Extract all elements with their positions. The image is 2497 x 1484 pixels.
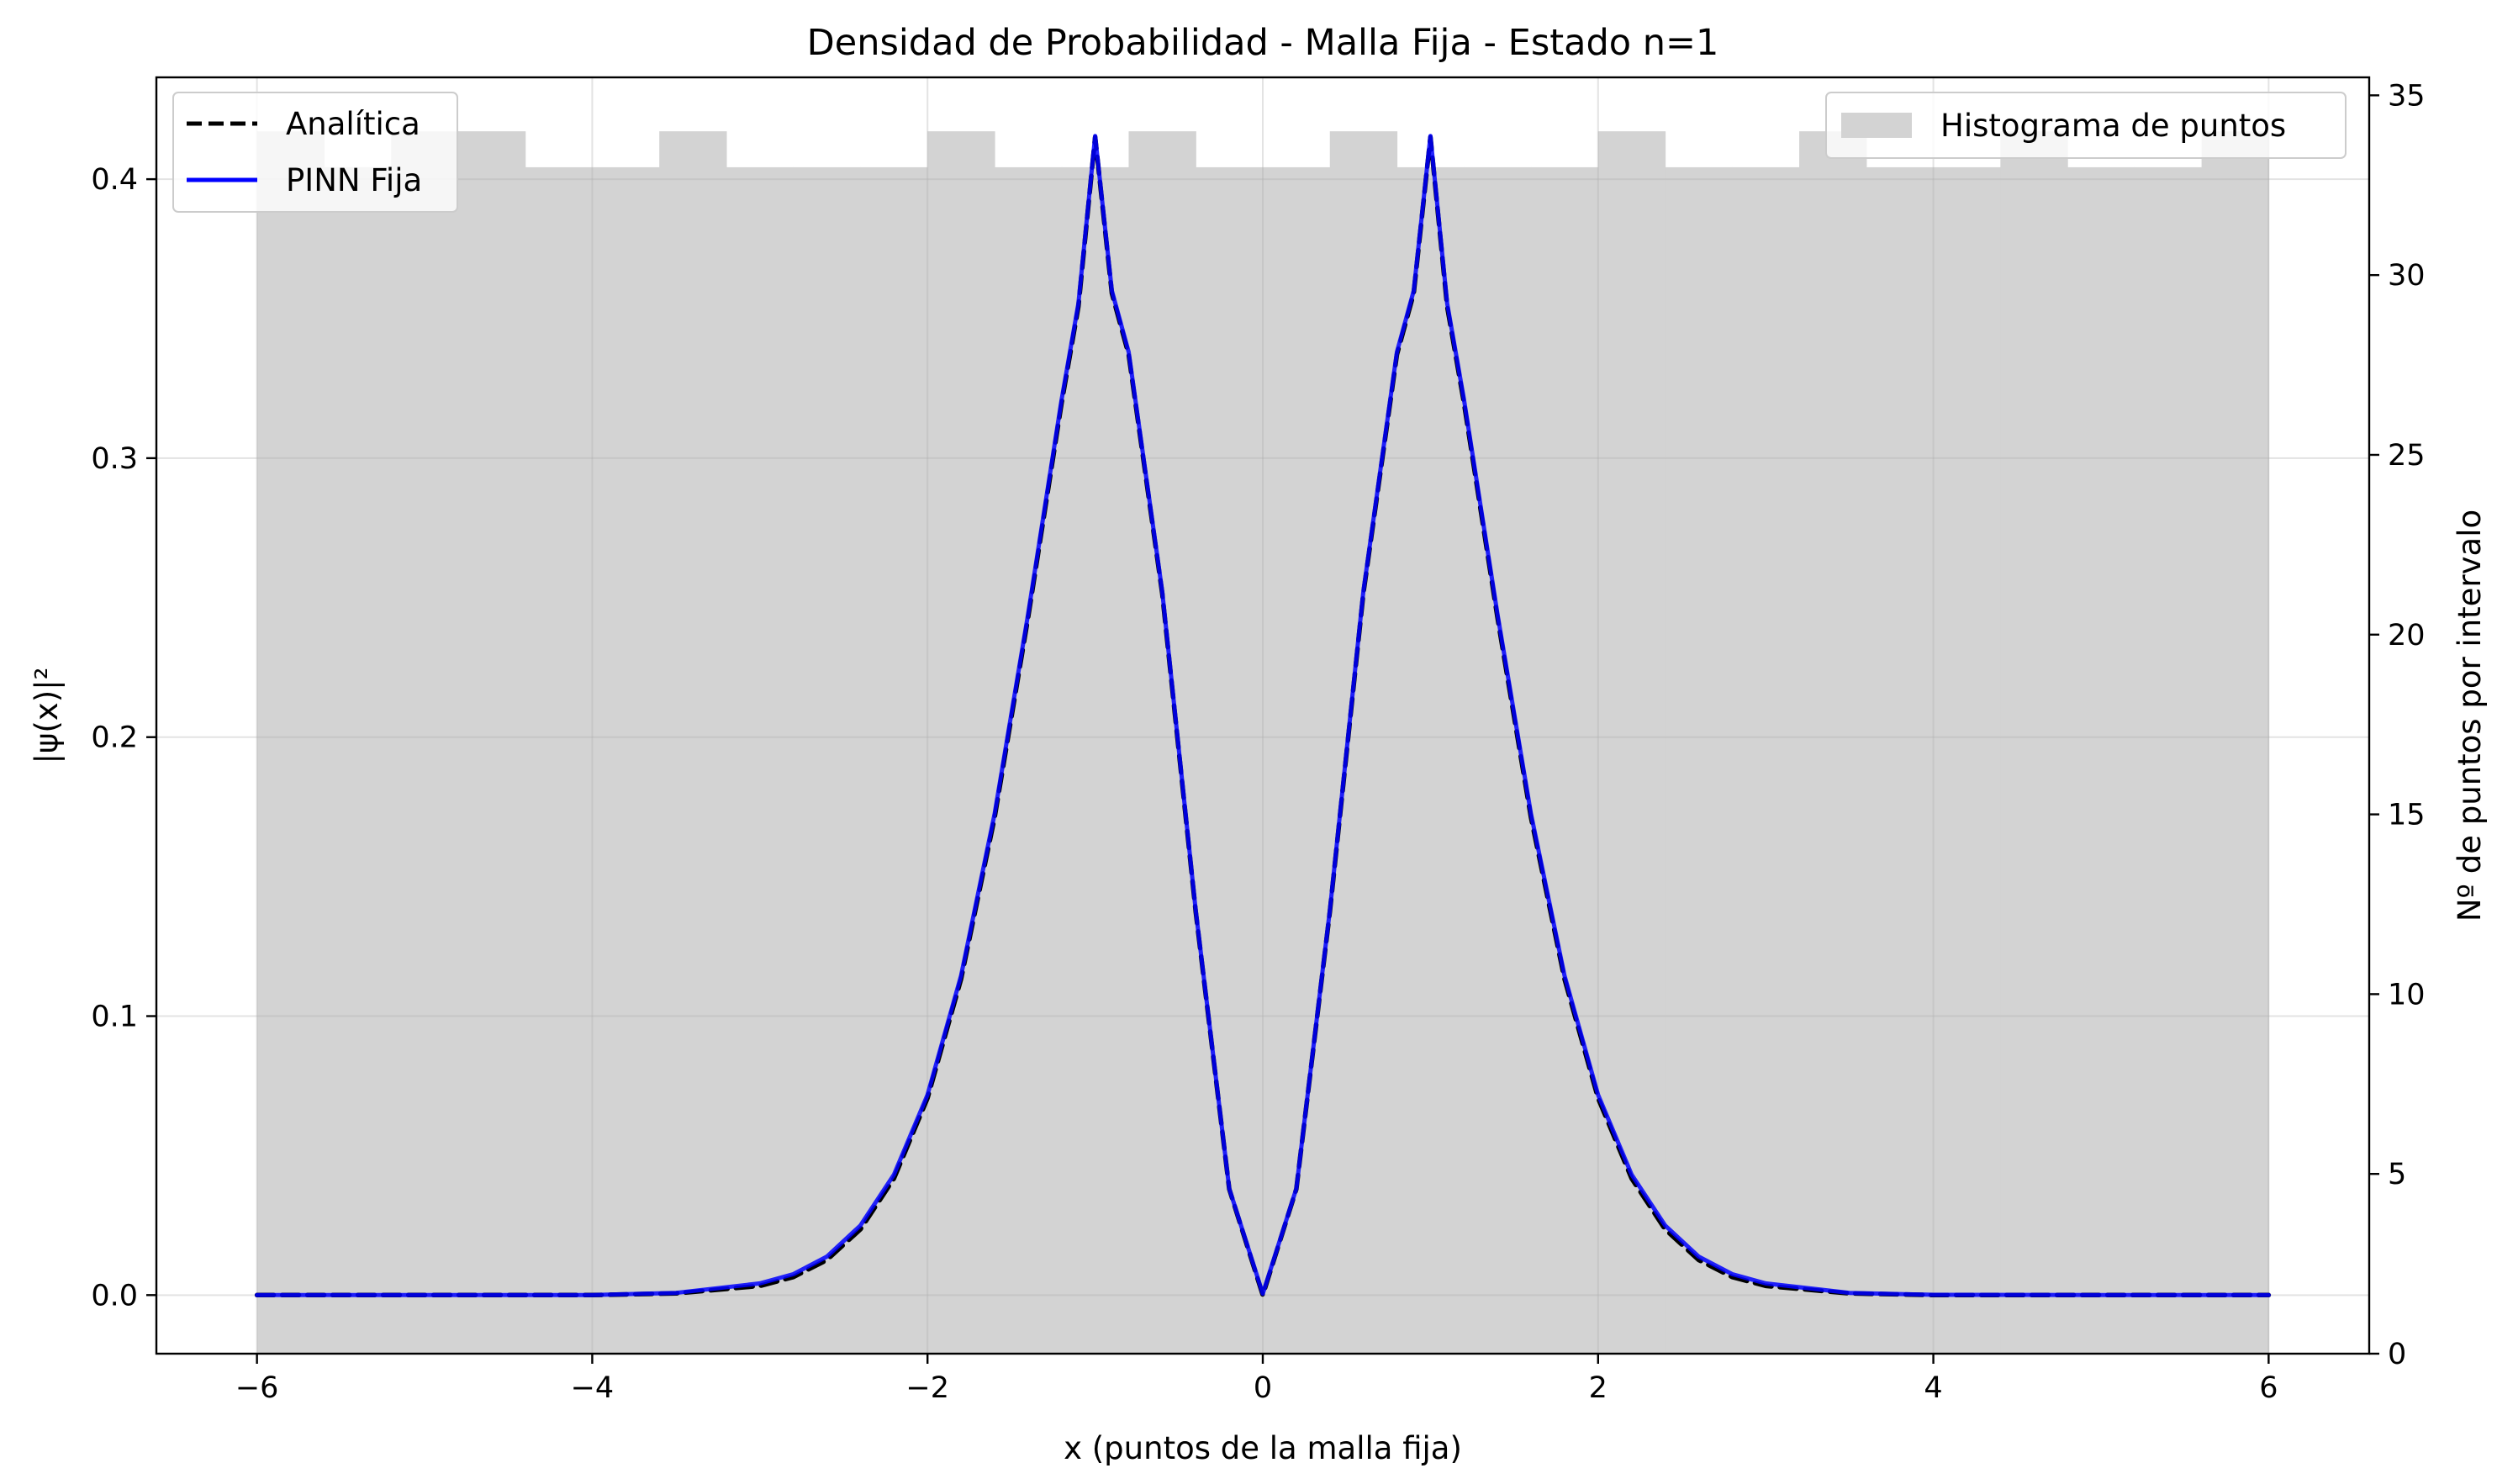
histogram-bar [1329, 131, 1398, 1354]
y2-tick-label: 30 [2388, 259, 2426, 293]
histogram-bar [1061, 166, 1130, 1355]
legend-right-box [1825, 92, 2347, 159]
y2-tick-label: 0 [2388, 1338, 2406, 1371]
x-tick-label: 0 [1254, 1371, 1272, 1405]
histogram-bar [1665, 166, 1733, 1355]
x-axis-title: x (puntos de la malla fija) [1064, 1430, 1462, 1466]
y-tick-label: 0.2 [91, 721, 138, 755]
histogram-layer [256, 131, 2269, 1355]
x-tick-label: −4 [571, 1371, 615, 1405]
series-line-pinn-fija [255, 134, 2271, 1297]
x-tick-label: 6 [2259, 1371, 2278, 1405]
y-tick-label: 0.1 [91, 1001, 138, 1034]
legend-label-pinn-fija: PINN Fija [286, 162, 422, 198]
histogram-bar [457, 131, 526, 1354]
histogram-bar [324, 166, 392, 1355]
y2-axis-title: Nº de puntos por intervalo [2452, 510, 2488, 922]
histogram-bar [525, 166, 594, 1355]
legend-right: Histograma de puntos [1825, 92, 2347, 159]
histogram-bar [391, 131, 459, 1354]
histogram-bar [2201, 131, 2269, 1354]
histogram-bar [1732, 166, 1800, 1355]
legend-label-analitica: Analítica [286, 106, 420, 142]
histogram-bar [860, 166, 928, 1355]
y2-tick-label: 15 [2388, 799, 2426, 832]
x-tick-label: −2 [905, 1371, 949, 1405]
y-tick-label: 0.3 [91, 442, 138, 476]
histogram-bar [1128, 131, 1196, 1354]
y-axis-title: |ψ(x)|² [29, 668, 65, 764]
y-tick-label: 0.4 [91, 163, 138, 197]
x-tick-label: 2 [1589, 1371, 1607, 1405]
legend-label-histograma: Histograma de puntos [1940, 108, 2286, 144]
histogram-bar [2067, 166, 2135, 1355]
histogram-bar [793, 166, 862, 1355]
histogram-bar [1263, 166, 1331, 1355]
histogram-bar [927, 131, 995, 1354]
histogram-bar [1196, 166, 1264, 1355]
y2-tick-label: 35 [2388, 79, 2426, 113]
histogram-bar [1866, 166, 1935, 1355]
y2-tick-label: 20 [2388, 619, 2426, 652]
y-tick-label: 0.0 [91, 1279, 138, 1312]
x-tick-label: 4 [1924, 1371, 1942, 1405]
histogram-bar [592, 166, 660, 1355]
y2-tick-label: 5 [2388, 1158, 2406, 1191]
legend-left: Analítica PINN Fija [172, 92, 458, 213]
y2-tick-label: 10 [2388, 978, 2426, 1011]
chart-title: Densidad de Probabilidad - Malla Fija - … [807, 22, 1719, 64]
ticks-layer: −6 −4 −2 0 2 4 6 0.0 0.1 0.2 0.3 0.4 0 5 10 15 20 25 30 35 [91, 79, 2425, 1405]
histogram-bar [1531, 166, 1599, 1355]
histogram-bar [1933, 166, 2001, 1355]
legend-swatch-histograma [1841, 113, 1912, 138]
histogram-bar [2000, 131, 2068, 1354]
series-layer [254, 134, 2272, 1298]
histogram-bar [1396, 166, 1465, 1355]
histogram-bar [1597, 131, 1666, 1354]
histogram-bar [2134, 166, 2203, 1355]
histogram-bar [659, 131, 727, 1354]
y2-tick-label: 25 [2388, 439, 2426, 473]
histogram-bar [726, 166, 794, 1355]
x-tick-label: −6 [235, 1371, 279, 1405]
histogram-bar [1799, 131, 1867, 1354]
histogram-bar [256, 131, 325, 1354]
